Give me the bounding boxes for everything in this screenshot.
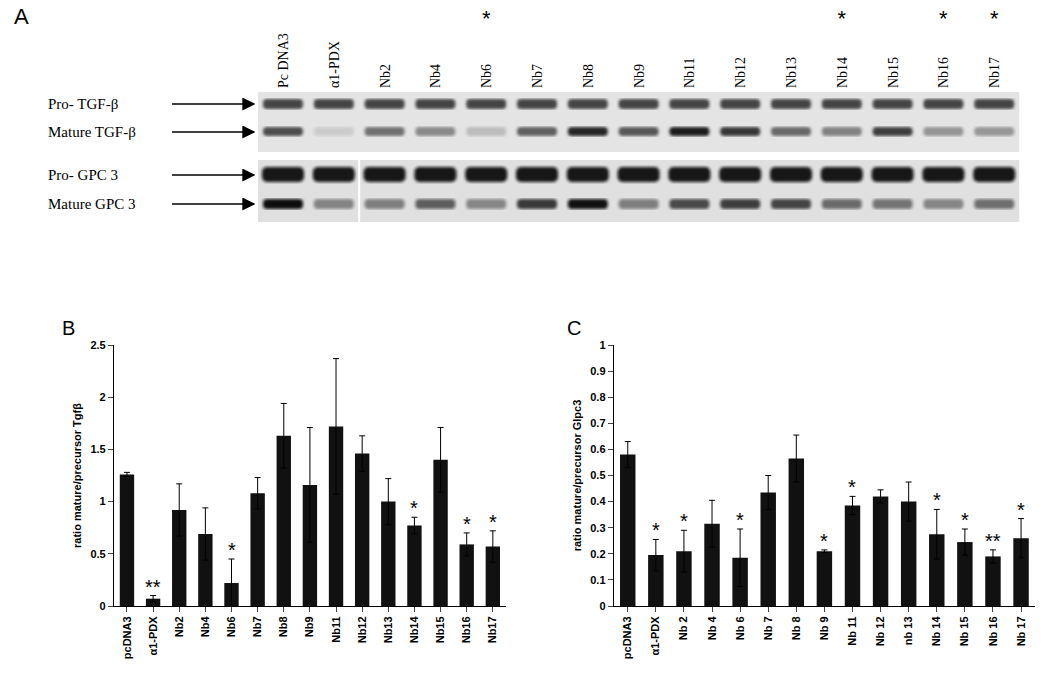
- svg-text:Nb8: Nb8: [277, 616, 289, 637]
- svg-text:pcDNA3: pcDNA3: [121, 616, 133, 659]
- svg-text:Nb 17: Nb 17: [1015, 616, 1027, 646]
- svg-text:0.7: 0.7: [590, 417, 605, 429]
- svg-text:Nb15: Nb15: [886, 57, 901, 88]
- svg-text:0: 0: [599, 600, 605, 612]
- svg-text:Nb16: Nb16: [936, 57, 951, 88]
- svg-text:*: *: [939, 6, 948, 31]
- svg-text:α1-PDX: α1-PDX: [649, 616, 661, 656]
- svg-text:*: *: [848, 476, 856, 498]
- svg-text:**: **: [145, 576, 161, 598]
- svg-text:1: 1: [100, 495, 106, 507]
- svg-text:*: *: [990, 6, 999, 31]
- svg-text:Mature TGF-β: Mature TGF-β: [48, 124, 136, 140]
- svg-text:α1-PDX: α1-PDX: [327, 41, 342, 88]
- svg-text:Nb 14: Nb 14: [930, 616, 942, 647]
- svg-text:Nb 16: Nb 16: [987, 616, 999, 646]
- svg-text:0.6: 0.6: [590, 443, 605, 455]
- svg-text:Nb 12: Nb 12: [874, 616, 886, 646]
- svg-text:*: *: [463, 513, 471, 535]
- svg-text:1.5: 1.5: [90, 443, 105, 455]
- svg-text:Nb9: Nb9: [303, 616, 315, 637]
- svg-text:A: A: [14, 4, 29, 29]
- svg-text:Nb 2: Nb 2: [678, 616, 690, 640]
- svg-text:*: *: [482, 6, 491, 31]
- svg-text:ratio mature/precursor Tgfβ: ratio mature/precursor Tgfβ: [71, 403, 83, 548]
- svg-text:2: 2: [100, 391, 106, 403]
- svg-text:Nb 9: Nb 9: [818, 616, 830, 640]
- svg-text:pcDNA3: pcDNA3: [621, 616, 633, 659]
- svg-text:0.9: 0.9: [590, 365, 605, 377]
- svg-text:*: *: [680, 510, 688, 532]
- svg-text:Nb 6: Nb 6: [734, 616, 746, 640]
- svg-text:Nb 8: Nb 8: [790, 616, 802, 640]
- svg-text:Nb2: Nb2: [173, 616, 185, 637]
- svg-text:Nb 7: Nb 7: [762, 616, 774, 640]
- svg-text:0: 0: [100, 600, 106, 612]
- svg-text:Nb11: Nb11: [330, 616, 342, 642]
- svg-text:0.5: 0.5: [590, 469, 605, 481]
- svg-text:Nb15: Nb15: [434, 616, 446, 643]
- svg-text:Nb9: Nb9: [632, 64, 647, 88]
- svg-text:Nb2: Nb2: [378, 64, 393, 88]
- svg-text:*: *: [1017, 499, 1025, 521]
- svg-text:*: *: [838, 6, 847, 31]
- svg-text:Nb 11: Nb 11: [846, 616, 858, 645]
- svg-text:Nb14: Nb14: [408, 616, 420, 644]
- svg-text:*: *: [933, 489, 941, 511]
- svg-text:*: *: [228, 539, 236, 561]
- svg-text:B: B: [62, 317, 75, 339]
- svg-text:Nb17: Nb17: [987, 57, 1002, 88]
- svg-text:*: *: [820, 530, 828, 552]
- svg-text:Nb4: Nb4: [199, 616, 211, 638]
- svg-text:Nb14: Nb14: [835, 57, 850, 88]
- svg-text:Nb6: Nb6: [479, 64, 494, 88]
- svg-text:Mature GPC 3: Mature GPC 3: [48, 196, 136, 212]
- svg-text:Nb 4: Nb 4: [706, 616, 718, 641]
- svg-text:0.1: 0.1: [590, 574, 605, 586]
- svg-text:Nb6: Nb6: [225, 616, 237, 637]
- svg-text:Nb13: Nb13: [382, 616, 394, 643]
- svg-text:Nb4: Nb4: [428, 64, 443, 88]
- svg-text:*: *: [489, 511, 497, 533]
- svg-text:Nb12: Nb12: [356, 616, 368, 643]
- svg-text:Nb 15: Nb 15: [958, 616, 970, 646]
- svg-text:*: *: [410, 497, 418, 519]
- svg-text:Nb12: Nb12: [733, 57, 748, 88]
- svg-text:1: 1: [599, 339, 605, 351]
- svg-text:Nb17: Nb17: [486, 616, 498, 643]
- svg-text:0.8: 0.8: [590, 391, 605, 403]
- svg-text:ratio mature/precursor Glpc3: ratio mature/precursor Glpc3: [571, 400, 583, 552]
- svg-text:Nb16: Nb16: [460, 616, 472, 643]
- svg-text:Nb11: Nb11: [682, 57, 697, 88]
- svg-text:Nb7: Nb7: [251, 616, 263, 637]
- svg-text:0.5: 0.5: [90, 548, 105, 560]
- svg-text:*: *: [736, 509, 744, 531]
- svg-text:Nb13: Nb13: [784, 57, 799, 88]
- svg-text:Nb7: Nb7: [530, 64, 545, 88]
- svg-text:Pc DNA3: Pc DNA3: [276, 33, 291, 88]
- svg-text:Pro- GPC 3: Pro- GPC 3: [48, 167, 118, 183]
- svg-text:0.3: 0.3: [590, 522, 605, 534]
- svg-text:2.5: 2.5: [90, 339, 105, 351]
- svg-text:*: *: [652, 519, 660, 541]
- svg-text:0.2: 0.2: [590, 548, 605, 560]
- svg-text:Nb8: Nb8: [581, 64, 596, 88]
- svg-text:nb 13: nb 13: [902, 616, 914, 645]
- svg-text:Pro- TGF-β: Pro- TGF-β: [48, 96, 118, 112]
- svg-text:0.4: 0.4: [590, 495, 606, 507]
- svg-text:*: *: [961, 509, 969, 531]
- svg-text:α1-PDX: α1-PDX: [147, 616, 159, 656]
- svg-text:**: **: [985, 530, 1001, 552]
- svg-text:C: C: [567, 317, 581, 339]
